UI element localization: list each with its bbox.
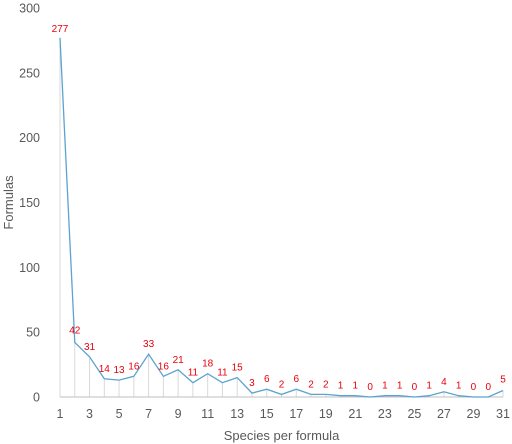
data-label: 277 <box>52 24 69 35</box>
data-label: 33 <box>143 339 155 350</box>
y-tick-label: 250 <box>19 66 40 80</box>
x-axis-tick-labels: 1 3 5 7 9 11 13 15 17 19 21 23 25 27 29 31 <box>57 407 510 421</box>
data-label: 2 <box>323 379 329 390</box>
x-tick-label: 21 <box>348 407 362 421</box>
data-label: 3 <box>249 378 255 389</box>
data-label: 15 <box>232 363 244 374</box>
data-label: 1 <box>397 381 403 392</box>
data-label: 16 <box>158 361 170 372</box>
x-tick-label: 11 <box>201 407 214 421</box>
x-tick-label: 31 <box>496 407 510 421</box>
drop-lines <box>59 37 504 397</box>
x-tick-label: 7 <box>145 407 152 421</box>
x-tick-label: 3 <box>86 407 93 421</box>
x-tick-label: 17 <box>289 407 303 421</box>
data-label: 0 <box>485 382 491 393</box>
x-tick-label: 13 <box>230 407 244 421</box>
data-label: 1 <box>338 381 344 392</box>
data-label: 2 <box>279 379 285 390</box>
data-label: 16 <box>128 361 140 372</box>
x-tick-label: 1 <box>57 407 64 421</box>
data-label: 18 <box>202 359 214 370</box>
data-label: 13 <box>114 365 126 376</box>
y-tick-label: 100 <box>19 261 40 275</box>
x-tick-label: 25 <box>407 407 421 421</box>
data-label: 1 <box>353 381 359 392</box>
data-label: 6 <box>264 374 270 385</box>
x-tick-label: 15 <box>260 407 274 421</box>
y-tick-label: 150 <box>19 196 40 210</box>
x-tick-label: 27 <box>437 407 451 421</box>
data-label: 42 <box>69 326 81 337</box>
data-label: 14 <box>99 364 111 375</box>
data-label: 2 <box>308 379 314 390</box>
x-tick-label: 29 <box>467 407 481 421</box>
data-label: 1 <box>382 381 388 392</box>
data-label: 1 <box>426 381 432 392</box>
data-label: 21 <box>173 355 185 366</box>
x-tick-label: 23 <box>378 407 392 421</box>
x-axis-title: Species per formula <box>224 428 340 443</box>
x-tick-label: 9 <box>175 407 182 421</box>
data-label: 11 <box>188 368 199 379</box>
data-label: 0 <box>471 382 477 393</box>
data-label: 1 <box>456 381 462 392</box>
y-tick-label: 50 <box>26 326 40 340</box>
data-label: 5 <box>500 375 506 386</box>
data-label: 11 <box>217 368 228 379</box>
data-label: 0 <box>367 382 373 393</box>
series-line <box>59 37 504 398</box>
data-label: 31 <box>84 342 96 353</box>
y-tick-label: 0 <box>33 391 40 405</box>
data-label: 4 <box>441 377 447 388</box>
y-axis-tick-labels: 0 50 100 150 200 250 300 <box>19 2 40 405</box>
y-tick-label: 200 <box>19 131 40 145</box>
x-tick-label: 5 <box>116 407 123 421</box>
y-tick-label: 300 <box>19 2 40 16</box>
data-label: 6 <box>293 374 299 385</box>
data-label: 0 <box>412 382 418 393</box>
y-axis-title: Formulas <box>1 175 16 230</box>
x-tick-label: 19 <box>319 407 333 421</box>
